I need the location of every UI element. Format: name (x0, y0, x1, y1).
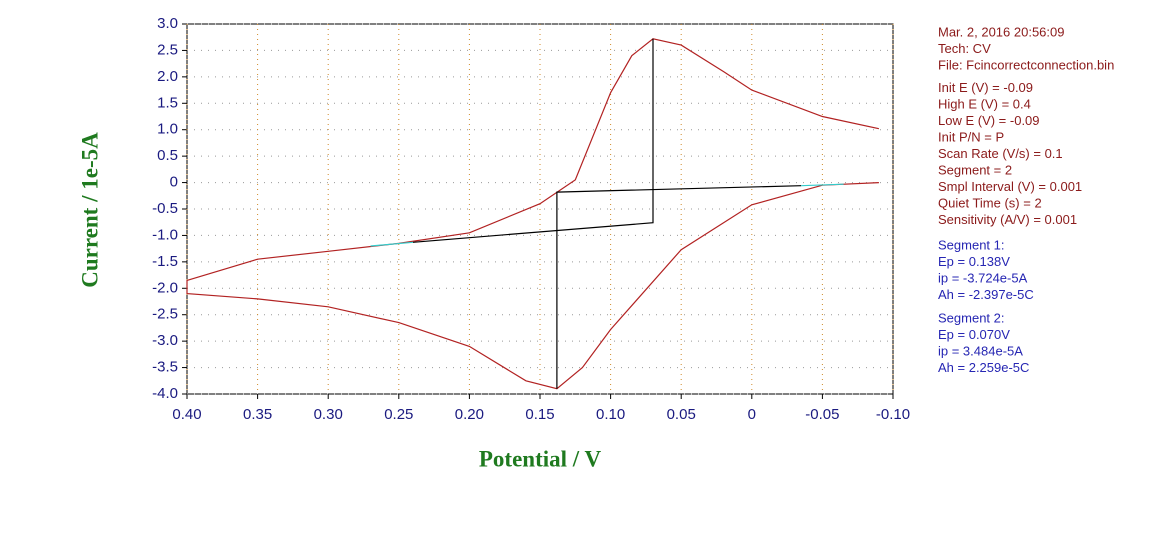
data-line (556, 185, 802, 389)
x-tick-label: 0.05 (667, 406, 696, 423)
info-line: Init P/N = P (938, 129, 1004, 144)
info-line: High E (V) = 0.4 (938, 96, 1031, 111)
x-tick-label: 0.40 (172, 406, 201, 423)
x-tick-label: 0.25 (384, 406, 413, 423)
y-tick-label: 2.0 (157, 68, 178, 85)
info-line: Segment = 2 (938, 162, 1012, 177)
y-tick-label: 0 (170, 174, 178, 191)
info-line: Ah = 2.259e-5C (938, 360, 1029, 375)
info-line: Init E (V) = -0.09 (938, 80, 1033, 95)
info-line: Scan Rate (V/s) = 0.1 (938, 146, 1063, 161)
y-tick-label: -0.5 (152, 200, 178, 217)
x-tick-label: 0.15 (525, 406, 554, 423)
info-line: Segment 1: (938, 237, 1005, 252)
y-tick-label: -1.5 (152, 253, 178, 270)
y-axis-title: Current / 1e-5A (77, 132, 102, 288)
x-tick-label: 0.20 (455, 406, 484, 423)
y-tick-label: 2.5 (157, 41, 178, 58)
x-tick-label: -0.05 (805, 406, 839, 423)
info-line: Low E (V) = -0.09 (938, 113, 1040, 128)
y-tick-label: -2.5 (152, 306, 178, 323)
y-tick-label: 0.5 (157, 147, 178, 164)
x-tick-label: 0 (748, 406, 756, 423)
info-line: Quiet Time (s) = 2 (938, 195, 1042, 210)
y-tick-label: 3.0 (157, 15, 178, 32)
info-line: Ah = -2.397e-5C (938, 287, 1034, 302)
y-tick-label: -2.0 (152, 279, 178, 296)
data-line (801, 183, 844, 187)
info-line: ip = -3.724e-5A (938, 270, 1028, 285)
info-line: Segment 2: (938, 310, 1005, 325)
info-line: Ep = 0.070V (938, 327, 1010, 342)
x-tick-label: 0.35 (243, 406, 272, 423)
y-tick-label: 1.5 (157, 94, 178, 111)
y-tick-label: 1.0 (157, 121, 178, 138)
info-line: Smpl Interval (V) = 0.001 (938, 179, 1082, 194)
info-line: Ep = 0.138V (938, 254, 1010, 269)
info-line: Sensitivity (A/V) = 0.001 (938, 212, 1077, 227)
y-tick-label: -3.5 (152, 359, 178, 376)
info-line: Tech: CV (938, 41, 991, 56)
y-tick-label: -3.0 (152, 332, 178, 349)
x-axis-title: Potential / V (479, 446, 602, 471)
x-tick-label: 0.30 (314, 406, 343, 423)
y-tick-label: -1.0 (152, 226, 178, 243)
x-tick-label: 0.10 (596, 406, 625, 423)
info-line: ip = 3.484e-5A (938, 343, 1023, 358)
y-tick-label: -4.0 (152, 385, 178, 402)
x-tick-label: -0.10 (876, 406, 910, 423)
info-line: File: Fcincorrectconnection.bin (938, 57, 1114, 72)
info-line: Mar. 2, 2016 20:56:09 (938, 24, 1064, 39)
data-line (412, 38, 654, 243)
data-line (370, 241, 413, 247)
data-line (186, 38, 880, 390)
